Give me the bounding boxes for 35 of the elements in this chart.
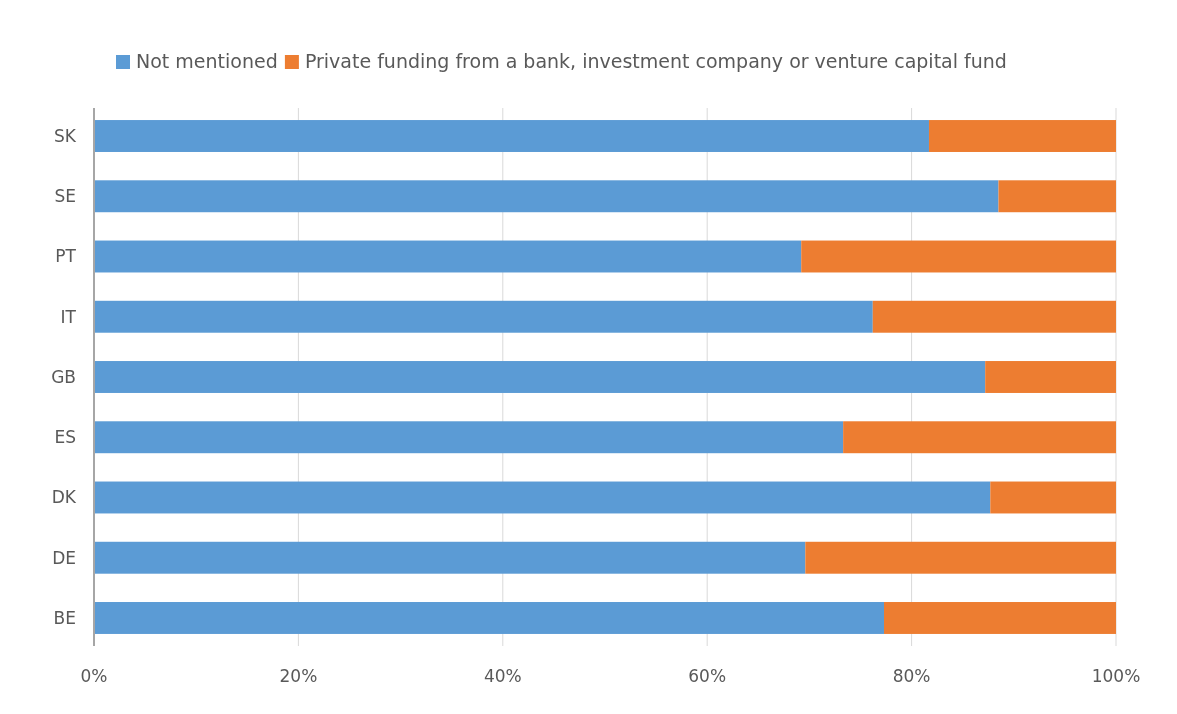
y-tick-label: SE — [54, 186, 76, 207]
x-tick-label: 80% — [892, 666, 931, 686]
bar — [884, 602, 1116, 634]
bar — [998, 180, 1116, 213]
bar — [94, 300, 873, 333]
bar — [94, 421, 844, 454]
bar — [94, 240, 802, 273]
bar — [94, 120, 929, 152]
bar — [872, 300, 1116, 333]
y-tick-label: BE — [53, 607, 76, 628]
bar — [805, 541, 1116, 574]
x-tick-label: 60% — [688, 666, 727, 686]
bar — [990, 481, 1116, 514]
bar — [94, 180, 999, 213]
y-tick-label: IT — [60, 306, 77, 327]
y-tick-label: GB — [51, 366, 76, 387]
x-tick-label: 0% — [80, 666, 108, 686]
x-tick-label: 40% — [483, 666, 522, 686]
x-tick-label: 20% — [279, 666, 318, 686]
bar — [843, 421, 1116, 454]
bar — [94, 602, 885, 634]
y-tick-label: SK — [54, 125, 77, 146]
y-tick-label: ES — [54, 427, 76, 448]
y-tick-label: DE — [52, 547, 76, 568]
x-tick-label: 100% — [1091, 666, 1141, 686]
bar — [94, 481, 991, 514]
bar — [985, 361, 1116, 393]
bar — [94, 361, 986, 393]
bar — [94, 541, 806, 574]
y-tick-label: DK — [51, 487, 77, 508]
y-tick-label: PT — [55, 246, 77, 267]
bar — [928, 120, 1116, 152]
legend-label: Not mentioned — [136, 50, 278, 72]
legend-label: Private funding from a bank, investment company or venture capital fund — [304, 50, 1007, 72]
bar — [801, 240, 1116, 273]
